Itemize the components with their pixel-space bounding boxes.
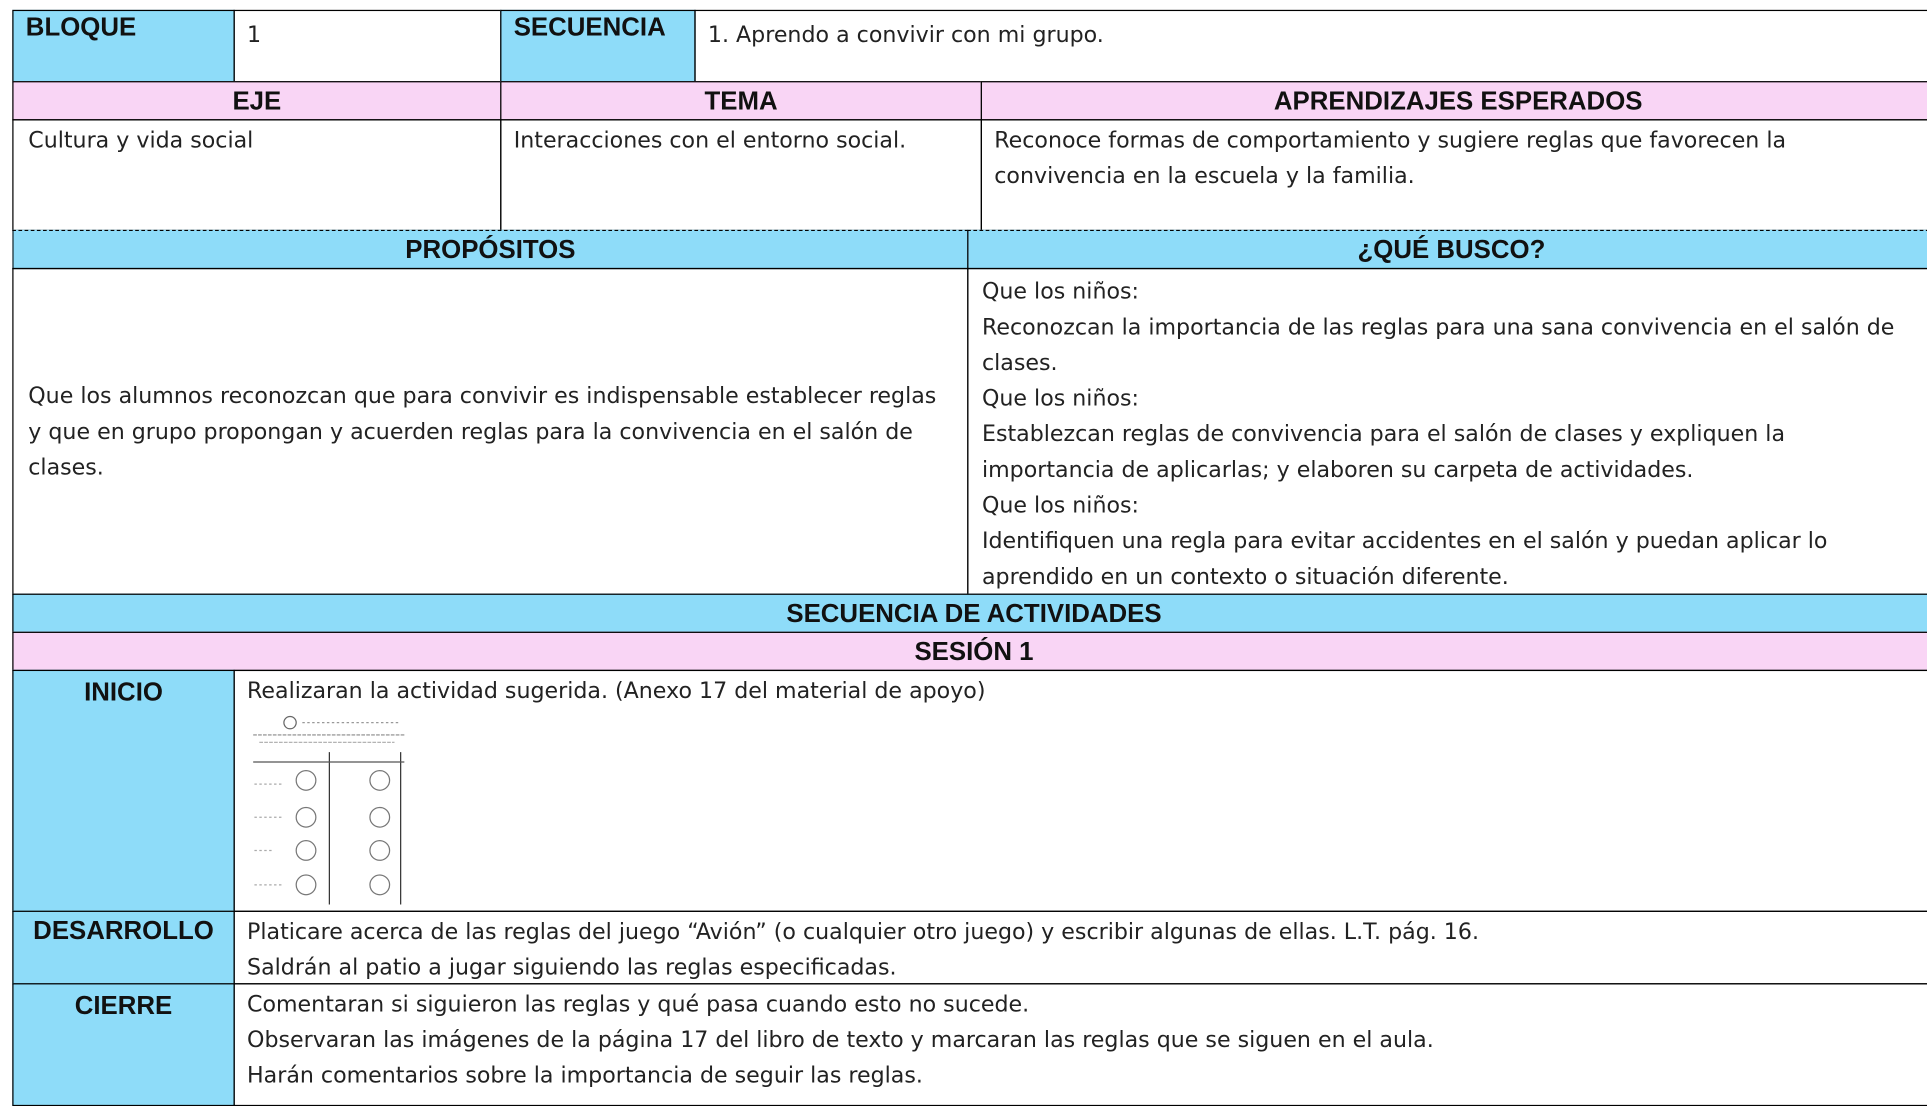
busco-line: Reconozcan la importancia de las reglas … [981,314,1895,377]
sesion-header: SESIÓN 1 [12,631,1927,672]
busco-line: Que los niños: [981,492,1139,519]
tema-header: TEMA [500,81,982,121]
busco-line: Que los niños: [981,385,1139,412]
secuencia-actividades: SECUENCIA DE ACTIVIDADES [12,593,1927,633]
eje-header: EJE [12,81,502,121]
eje-cell: Cultura y vida social [12,119,502,232]
phase-line: Saldrán al patio a jugar siguiendo las r… [247,954,897,981]
phase-line: Comentaran si siguieron las reglas y qué… [247,991,1030,1018]
propositos-cell: Que los alumnos reconozcan que para conv… [12,267,969,595]
worksheet-image [247,712,410,908]
phase-line: Harán comentarios sobre la importancia d… [247,1063,923,1089]
phase-cell: Comentaran si siguieron las reglas y qué… [233,983,1927,1106]
phase-cell: Realizaran la actividad sugerida. (Anexo… [233,669,1927,912]
aprendizajes-header: APRENDIZAJES ESPERADOS [980,81,1927,121]
phase-cell: Platicare acerca de las reglas del juego… [233,910,1927,985]
tema-cell: Interacciones con el entorno social. [500,119,982,232]
phase-line: Platicare acerca de las reglas del juego… [247,919,1480,946]
busco-line: Identifiquen una regla para evitar accid… [981,528,1828,590]
propositos-text: Que los alumnos reconozcan que para conv… [28,382,937,480]
secuencia-label: SECUENCIA [500,9,696,83]
phase-line: Realizaran la actividad sugerida. (Anexo… [247,678,986,705]
secuencia-value: 1. Aprendo a convivir con mi grupo. [694,9,1927,83]
bloque-label: BLOQUE [12,9,235,83]
propositos-header: PROPÓSITOS [12,229,969,270]
busco-header: ¿QUÉ BUSCO? [967,229,1927,270]
busco-cell: Que los niños: Reconozcan la importancia … [967,267,1927,595]
phase-label: CIERRE [12,983,235,1106]
busco-line: Establezcan reglas de convivencia para e… [981,421,1786,483]
phase-line: Observaran las imágenes de la página 17 … [247,1027,1434,1054]
aprendizajes-cell: Reconoce formas de comportamiento y sugi… [980,119,1927,232]
bloque-value: 1 [233,9,502,83]
phase-label: INICIO [12,669,235,912]
busco-line: Que los niños: [981,278,1139,305]
phase-label: DESARROLLO [12,910,235,985]
